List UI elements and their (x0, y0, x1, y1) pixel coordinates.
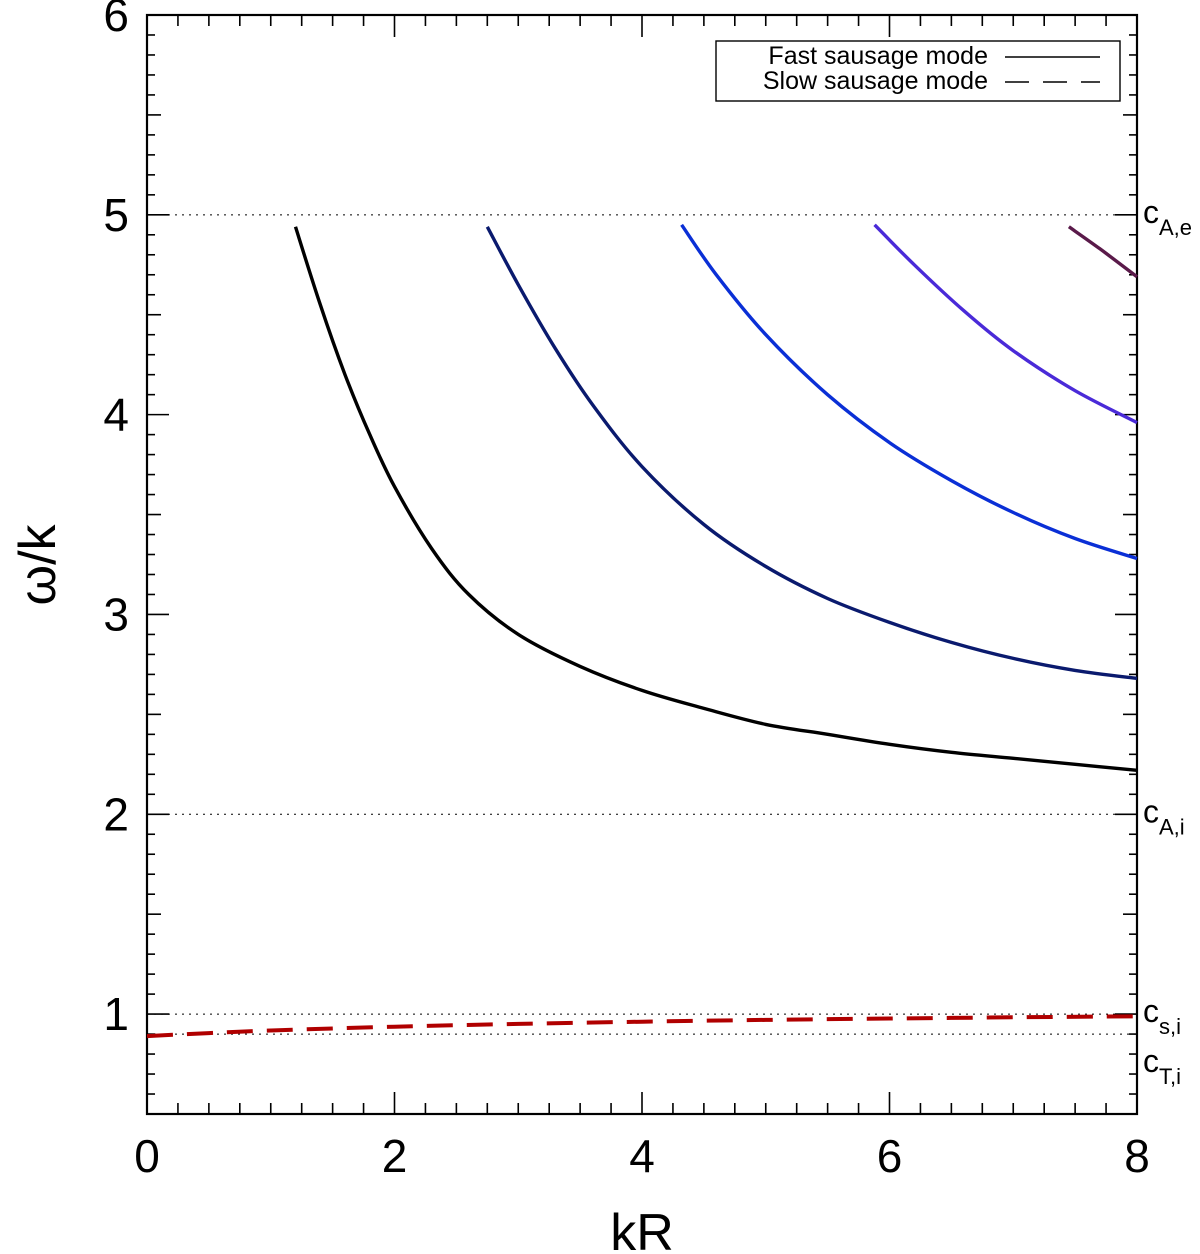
legend-box (715, 40, 1121, 102)
x-tick-label: 4 (629, 1130, 655, 1182)
y-tick-label: 6 (103, 0, 129, 41)
y-tick-label: 3 (103, 588, 129, 640)
fast-sausage-curve-1 (293, 226, 1138, 772)
fast-sausage-curve-3 (680, 223, 1138, 561)
x-tick-label: 6 (877, 1130, 903, 1182)
fast-sausage-curve-4 (873, 223, 1138, 425)
x-tick-label: 8 (1124, 1130, 1150, 1182)
y-tick-label: 2 (103, 788, 129, 840)
plot-frame (145, 13, 1139, 1116)
fast-sausage-curve-2 (485, 225, 1138, 681)
x-tick-label: 0 (134, 1130, 160, 1182)
legend-label-slow: Slow sausage mode (763, 67, 988, 95)
y-axis-label: ω/k (9, 523, 67, 605)
legend-label-fast: Fast sausage mode (768, 42, 988, 70)
reference-line-label: cT,i (1143, 1043, 1181, 1089)
axis-ticks (146, 14, 1138, 1115)
y-tick-label: 5 (103, 189, 129, 241)
series-group (146, 223, 1139, 1039)
slow-sausage-curve (146, 1014, 1138, 1039)
y-tick-label: 4 (103, 389, 129, 441)
reference-line-label: cs,i (1143, 993, 1181, 1039)
y-tick-label: 1 (103, 988, 129, 1040)
x-axis-label: kR (610, 1204, 674, 1254)
fast-sausage-curve-5 (1067, 225, 1139, 279)
x-tick-label: 2 (382, 1130, 408, 1182)
reference-lines: cA,e cA,i cs,i cT,i (147, 194, 1192, 1089)
legend: Fast sausage mode Slow sausage mode (715, 40, 1121, 102)
tick-labels: 0 2 4 6 8 1 2 3 4 5 6 (103, 0, 1149, 1182)
reference-line-label: cA,e (1143, 194, 1192, 240)
reference-line-label: cA,i (1143, 793, 1185, 839)
